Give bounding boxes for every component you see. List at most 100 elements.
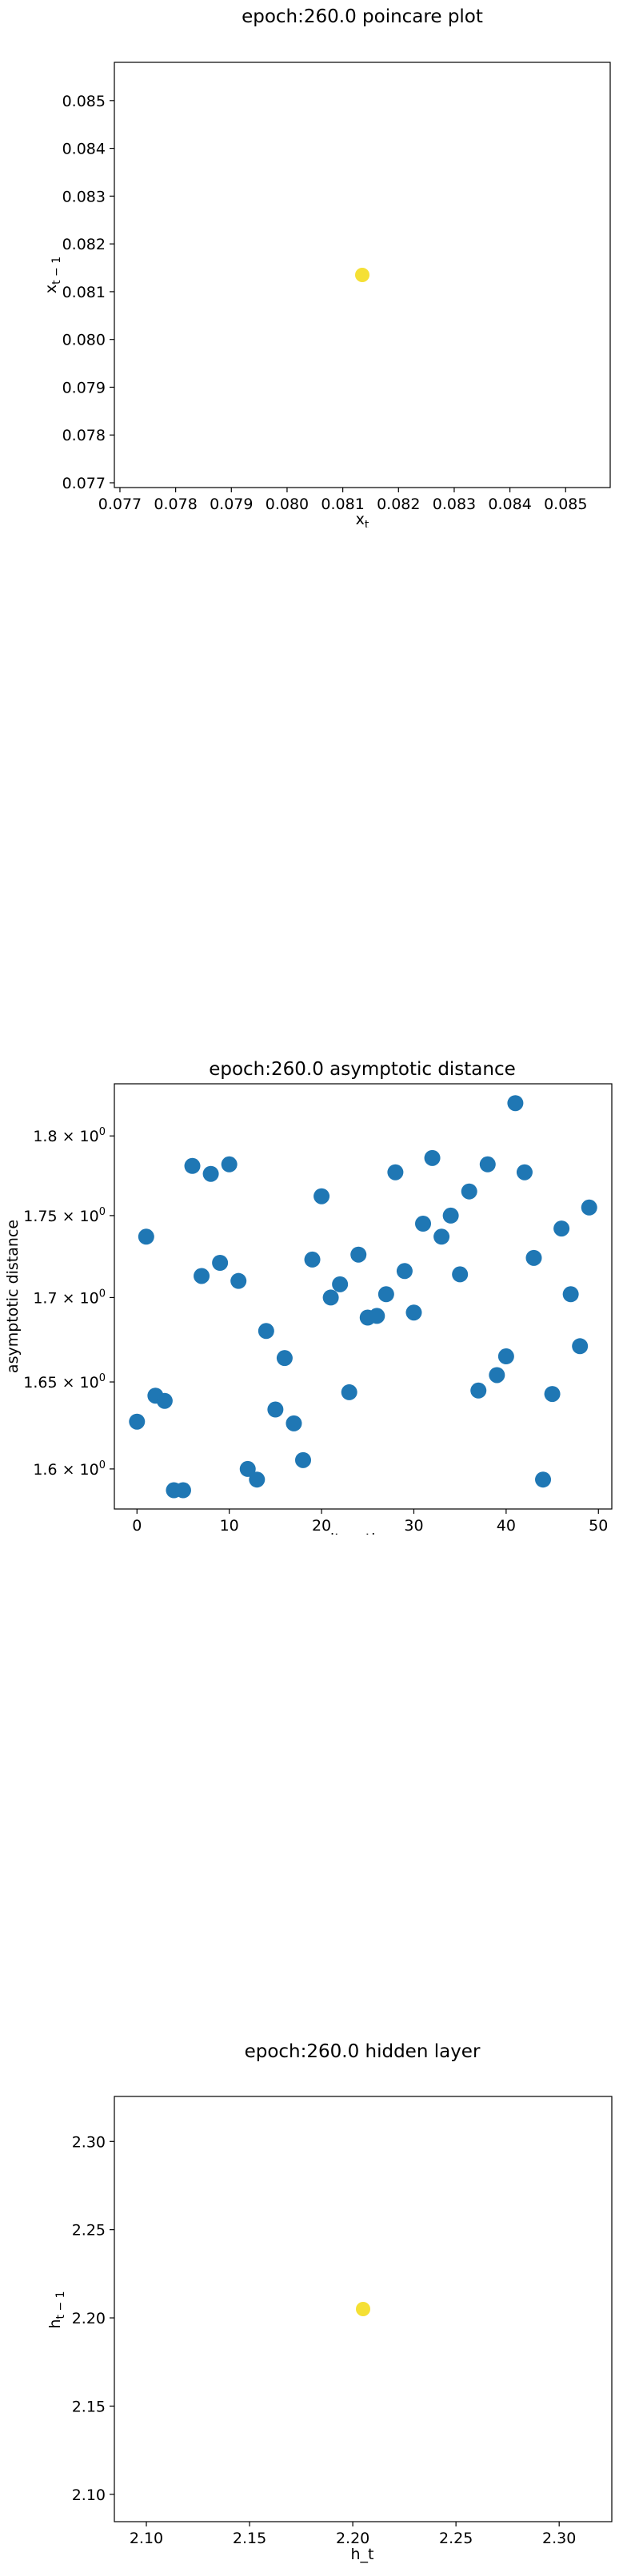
x-tick-label: 0.083 (433, 496, 476, 513)
y-axis-label-main: h (46, 2319, 64, 2328)
x-tick-label: 30 (404, 1517, 423, 1535)
x-tick-label: 2.25 (439, 2530, 473, 2547)
point-group (129, 1095, 597, 1499)
scatter-point (332, 1276, 349, 1292)
y-tick-label: 0.083 (62, 188, 106, 205)
scatter-point (525, 1249, 542, 1266)
y-tick-label: 2.30 (72, 2133, 106, 2151)
scatter-point (249, 1471, 266, 1488)
y-tick-label: 1.7 × 100 (33, 1288, 106, 1307)
x-tick-label: 0.077 (98, 496, 142, 513)
point-group (355, 268, 369, 282)
y-tick-label: 0.079 (62, 379, 106, 396)
scatter-point (535, 1471, 552, 1488)
scatter-point (350, 1246, 367, 1263)
x-tick-label: 2.10 (130, 2530, 163, 2547)
x-tick-label: 50 (589, 1517, 608, 1535)
y-axis-label-main: x (42, 285, 60, 293)
y-tick-label: 2.15 (72, 2398, 106, 2415)
y-tick-label: 0.085 (62, 93, 106, 110)
y-axis-label-sub: t − 1 (50, 257, 63, 285)
scatter-point (442, 1207, 459, 1224)
x-tick-label: 20 (312, 1517, 331, 1535)
y-tick-label: 1.65 × 100 (23, 1372, 106, 1392)
y-tick-label: 0.081 (62, 284, 106, 301)
scatter-point (304, 1251, 321, 1268)
y-tick-label: 0.084 (62, 141, 106, 158)
x-tick-label: 0.078 (154, 496, 197, 513)
plot-frame (114, 62, 611, 488)
scatter-point (230, 1272, 247, 1289)
scatter-point (387, 1164, 404, 1181)
scatter-point (405, 1304, 422, 1321)
y-tick-label: 2.25 (72, 2222, 106, 2240)
x-tick-label: 2.15 (233, 2530, 266, 2547)
scatter-point (369, 1308, 385, 1324)
x-tick-label: 0.084 (488, 496, 531, 513)
x-tick-label: 0 (132, 1517, 142, 1535)
x-tick-label: 0.082 (377, 496, 420, 513)
scatter-point (341, 1384, 357, 1400)
scatter-point (212, 1255, 229, 1272)
scatter-point (174, 1482, 191, 1499)
x-axis-label-sub: t (365, 519, 369, 528)
scatter-point (377, 1286, 394, 1303)
x-tick-group: 0.077 0.078 0.079 0.080 0.081 0.082 0.083 0.084… (98, 488, 587, 513)
plot-frame (114, 1083, 613, 1510)
scatter-point (415, 1216, 432, 1232)
x-tick-group: 2.10 2.15 2.20 2.25 2.30 (130, 2522, 576, 2547)
y-tick-label: 0.078 (62, 427, 106, 444)
scatter-point (489, 1367, 505, 1384)
x-tick-label: 2.20 (336, 2530, 369, 2547)
point-group (356, 2302, 370, 2316)
scatter-point (355, 268, 369, 282)
x-tick-label: 0.085 (544, 496, 587, 513)
scatter-point (138, 1228, 154, 1245)
y-tick-label: 0.082 (62, 236, 106, 253)
scatter-point (553, 1220, 570, 1237)
x-tick-label: 2.30 (542, 2530, 576, 2547)
y-tick-group: 1.6 × 100 1.65 × 100 1.7 × 100 1.75 × 100 1.… (23, 1126, 114, 1479)
x-tick-label: 0.080 (266, 496, 309, 513)
x-tick-group: 0 10 20 30 40 50 (132, 1509, 608, 1535)
scatter-point (194, 1268, 210, 1284)
scatter-point (507, 1095, 524, 1112)
x-axis-label: iteration (330, 1531, 394, 1535)
x-tick-label: 10 (220, 1517, 239, 1535)
y-tick-label: 0.080 (62, 332, 106, 349)
x-tick-label: 40 (497, 1517, 516, 1535)
y-axis-label: ht − 1 (46, 2291, 67, 2328)
scatter-point (221, 1156, 238, 1173)
scatter-point (470, 1382, 487, 1399)
asymptotic-distance-chart: epoch:260.0 asymptotic distance 0 10 20 30 4… (4, 1059, 613, 1535)
scatter-point (258, 1323, 274, 1340)
plot-frame (114, 2096, 613, 2522)
x-axis-label: h_t (351, 2546, 374, 2563)
chart-title: epoch:260.0 asymptotic distance (209, 1059, 516, 1080)
scatter-point (322, 1289, 339, 1306)
scatter-point (267, 1401, 284, 1418)
scatter-point (294, 1451, 311, 1468)
y-axis-label: xt − 1 (42, 257, 63, 293)
y-axis-label: asymptotic distance (4, 1220, 22, 1373)
scatter-point (572, 1338, 589, 1355)
y-tick-label: 1.8 × 100 (33, 1126, 106, 1145)
scatter-point (433, 1228, 450, 1245)
scatter-point (156, 1392, 173, 1409)
y-tick-label: 1.75 × 100 (23, 1206, 106, 1225)
scatter-point (129, 1413, 146, 1430)
x-tick-label: 0.081 (321, 496, 364, 513)
chart-title: epoch:260.0 hidden layer (245, 2041, 481, 2062)
y-axis-label-sub: t − 1 (54, 2291, 67, 2319)
scatter-point (286, 1415, 302, 1431)
y-tick-group: 0.077 0.078 0.079 0.080 0.081 0.082 0.083 0.084… (62, 93, 114, 492)
scatter-point (202, 1165, 219, 1182)
scatter-point (313, 1188, 330, 1204)
scatter-point (581, 1199, 597, 1216)
x-tick-label: 0.079 (210, 496, 253, 513)
y-tick-label: 2.20 (72, 2310, 106, 2327)
y-tick-label: 1.6 × 100 (33, 1459, 106, 1479)
scatter-point (276, 1350, 293, 1367)
hidden-layer-chart: epoch:260.0 hidden layer 2.10 2.15 2.20 2.2… (46, 2041, 613, 2563)
scatter-point (424, 1149, 441, 1166)
